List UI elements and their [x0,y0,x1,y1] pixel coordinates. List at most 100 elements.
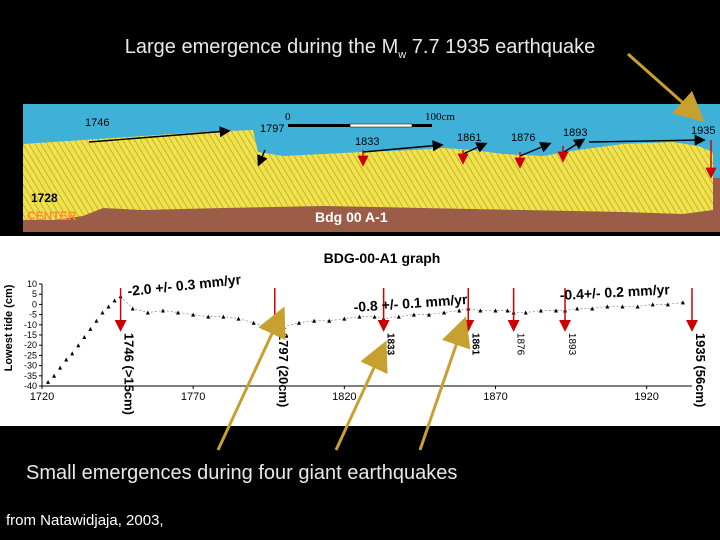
data-point [112,298,117,303]
data-point [590,306,595,311]
data-point [206,314,211,319]
data-point [442,310,447,315]
x-tick-label: 1920 [634,391,658,403]
coral-year-1746: 1746 [85,117,109,129]
title-text-end: 7.7 1935 earthquake [406,36,596,58]
coral-section-svg: 0 100cm 1746 1797 1833 1861 1876 1893 19… [23,104,720,232]
data-point [52,373,57,378]
data-point [82,335,87,340]
data-point [650,302,655,307]
data-point [505,308,510,313]
coral-year-1861: 1861 [457,132,481,144]
y-tick-label: 5 [32,289,37,299]
data-point [620,304,625,309]
event-label-1746: 1746 (>15cm) [122,333,137,415]
data-point [221,314,226,319]
data-point [46,379,51,384]
y-tick-label: -30 [24,361,37,371]
data-point [130,306,135,311]
data-point [538,308,543,313]
data-point [251,320,256,325]
sample-label: Bdg 00 A-1 [315,209,388,225]
event-label-1833: 1833 [385,333,396,356]
data-point [312,318,317,323]
event-label-1861: 1861 [469,333,480,356]
data-point [342,316,347,321]
data-point [523,310,528,315]
series-line [120,295,683,332]
coral-year-1935: 1935 [691,125,715,137]
tide-chart: BDG-00-A1 graph Lowest tide (cm) 1050-5-… [3,250,708,415]
data-point [327,318,332,323]
data-point [106,304,111,309]
data-point [70,351,75,356]
event-label-1876: 1876 [515,333,526,356]
chart-title: BDG-00-A1 graph [324,250,441,266]
data-point [575,306,580,311]
data-point [457,308,462,313]
data-point [426,312,431,317]
scale-end-label: 100cm [425,111,455,123]
rate-annotation: -0.4+/- 0.2 mm/yr [559,281,670,303]
title-text-start: Large emergence during the M [124,36,399,58]
data-point [493,308,498,313]
y-tick-label: -35 [24,371,37,381]
data-point [605,304,610,309]
data-point [58,365,63,370]
x-tick-label: 1820 [332,391,356,403]
coral-growth-bands [23,130,713,220]
data-point [94,318,99,323]
y-tick-label: 0 [32,299,37,309]
data-point [191,312,196,317]
y-tick-label: -15 [24,330,37,340]
scale-start-label: 0 [285,111,291,123]
data-point [281,324,286,329]
source-citation: from Natawidjaja, 2003, [6,512,164,529]
coral-year-1876: 1876 [511,132,535,144]
data-point [160,308,165,313]
data-point [145,310,150,315]
data-point [296,320,301,325]
coral-year-1893: 1893 [563,127,587,139]
y-tick-label: -25 [24,350,37,360]
slide-title: Large emergence during the Mw 7.7 1935 e… [0,36,720,61]
x-tick-label: 1720 [30,391,54,403]
data-point [100,310,105,315]
x-tick-label: 1870 [483,391,507,403]
rate-annotation: -0.8 +/- 0.1 mm/yr [353,291,468,315]
scale-bar: 0 100cm [285,111,455,128]
y-tick-label: -40 [24,381,37,391]
bottom-caption: Small emergences during four giant earth… [26,462,458,484]
data-point [396,314,401,319]
rate-annotation: -2.0 +/- 0.3 mm/yr [127,271,243,299]
y-tick-label: -10 [24,320,37,330]
event-label-1893: 1893 [566,333,577,356]
emergence-arrows [357,140,717,179]
y-tick-label: 10 [27,279,37,289]
data-point [635,304,640,309]
graph-panel: BDG-00-A1 graph Lowest tide (cm) 10 5 0 -5-… [0,236,720,426]
data-point [553,308,558,313]
center-label: CENTER [27,209,77,223]
data-point [64,357,69,362]
data-point [76,343,81,348]
data-point [88,326,93,331]
coral-year-1797: 1797 [260,123,284,135]
data-point [357,314,362,319]
y-axis-label: Lowest tide (cm) [3,284,15,371]
title-subscript: w [398,49,407,61]
event-label-1935: 1935 (56cm) [693,333,708,407]
y-tick-label: -5 [29,310,37,320]
coral-year-labels: 1746 1797 1833 1861 1876 1893 1935 [85,117,715,148]
data-point [372,314,377,319]
data-point [680,300,685,305]
coral-year-1833: 1833 [355,136,379,148]
fit-lines [120,295,683,332]
x-tick-label: 1770 [181,391,205,403]
coral-section-panel: 0 100cm 1746 1797 1833 1861 1876 1893 19… [23,104,720,232]
coral-year-1728: 1728 [31,191,58,205]
data-point [176,310,181,315]
y-tick-label: -20 [24,340,37,350]
data-point [263,324,268,329]
data-point [411,312,416,317]
